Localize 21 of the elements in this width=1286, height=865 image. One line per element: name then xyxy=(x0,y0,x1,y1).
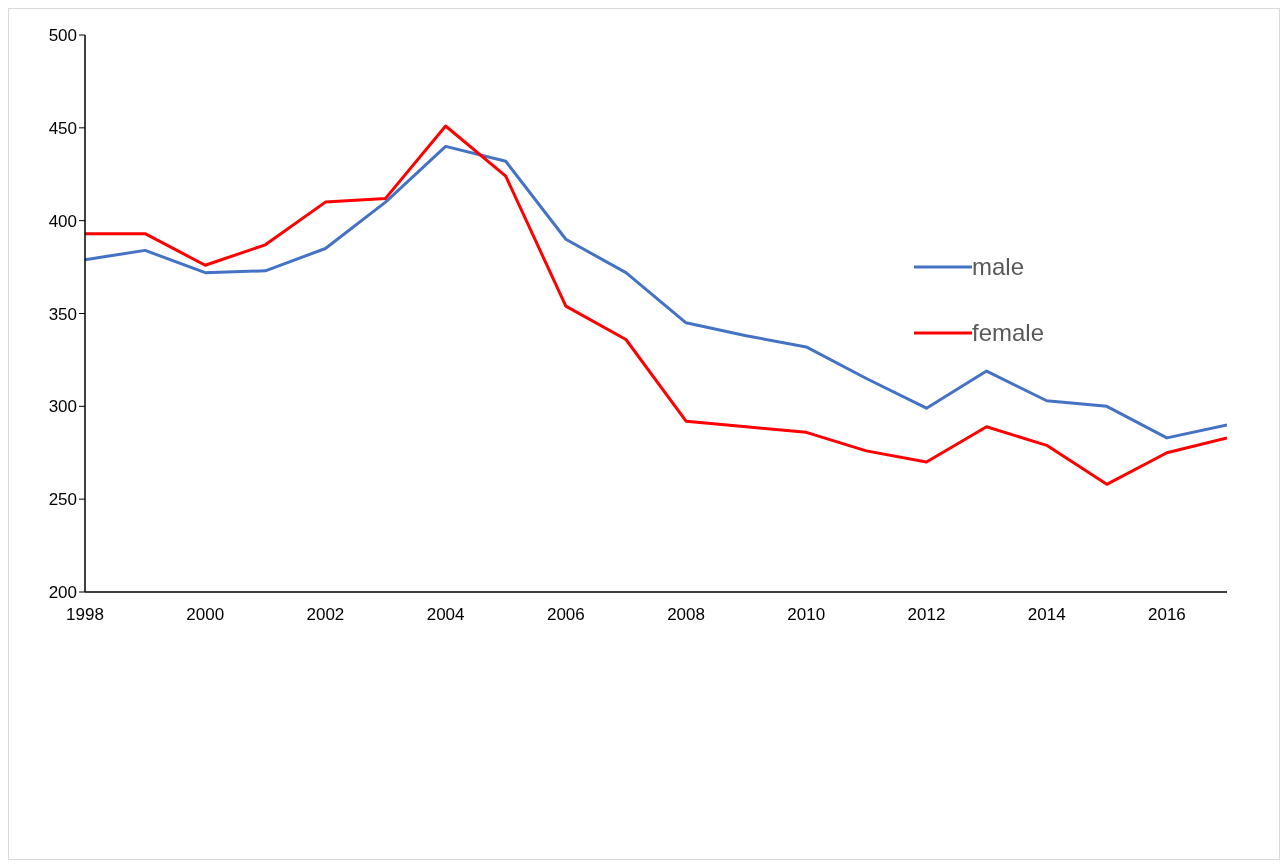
x-tick-label: 2014 xyxy=(1027,605,1066,625)
y-tick-label: 250 xyxy=(48,490,77,510)
x-tick-label: 2004 xyxy=(426,605,465,625)
y-tick-label: 500 xyxy=(48,26,77,46)
y-tick-label: 200 xyxy=(48,583,77,603)
legend-label: male xyxy=(972,253,1025,281)
y-tick-label: 450 xyxy=(48,118,77,138)
y-tick-label: 400 xyxy=(48,211,77,231)
line-series xyxy=(85,144,1227,440)
x-tick-label: 1998 xyxy=(66,605,104,625)
x-tick-label: 2000 xyxy=(186,605,225,625)
x-tick-label: 2002 xyxy=(306,605,345,625)
x-tick-label: 2008 xyxy=(667,605,705,625)
y-tick-label: 350 xyxy=(48,304,77,324)
x-tick-label: 2016 xyxy=(1147,605,1186,625)
y-tick-label: 300 xyxy=(48,397,77,417)
line-series xyxy=(85,124,1227,486)
x-tick-label: 2006 xyxy=(546,605,585,625)
x-tick-label: 2010 xyxy=(787,605,826,625)
x-tick-label: 2012 xyxy=(907,605,946,625)
legend-label: female xyxy=(972,319,1045,347)
